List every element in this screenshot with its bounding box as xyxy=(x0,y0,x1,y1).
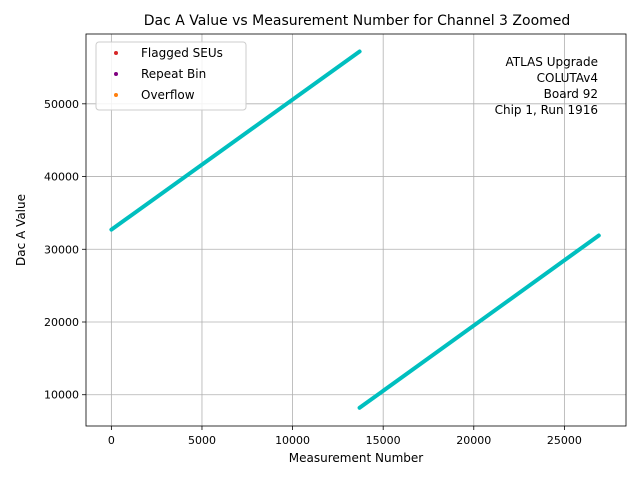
y-axis-ticks: 10000 20000 30000 40000 50000 xyxy=(44,98,86,402)
legend-label: Repeat Bin xyxy=(141,67,206,81)
legend-frame xyxy=(95,41,247,111)
series-0-segment-1 xyxy=(357,233,601,410)
data-layer xyxy=(109,49,601,410)
y-axis-label: Dac A Value xyxy=(14,194,28,266)
legend-marker xyxy=(114,51,118,55)
legend-marker xyxy=(114,93,118,97)
chart-legend: Flagged SEUs Repeat Bin Overflow xyxy=(95,41,247,111)
x-tick-label: 0 xyxy=(108,434,115,447)
chart-title: Dac A Value vs Measurement Number for Ch… xyxy=(144,13,571,29)
x-tick-label: 5000 xyxy=(188,434,216,447)
grid-layer xyxy=(86,34,626,426)
y-tick-label: 40000 xyxy=(44,171,79,184)
legend-label: Overflow xyxy=(141,88,195,102)
annotation-line: Board 92 xyxy=(544,87,598,101)
y-tick-label: 20000 xyxy=(44,316,79,329)
annotation-line: ATLAS Upgrade xyxy=(505,55,598,69)
legend-label: Flagged SEUs xyxy=(141,46,223,60)
y-tick-label: 30000 xyxy=(44,243,79,256)
x-axis-ticks: 0 5000 10000 15000 20000 25000 xyxy=(108,426,582,447)
annotation-line: Chip 1, Run 1916 xyxy=(495,103,598,117)
annotation-line: COLUTAv4 xyxy=(537,71,598,85)
plot-frame xyxy=(85,33,627,427)
y-tick-label: 50000 xyxy=(44,98,79,111)
x-tick-label: 10000 xyxy=(275,434,310,447)
x-tick-label: 25000 xyxy=(547,434,582,447)
series-0-segment-0 xyxy=(109,49,362,232)
x-tick-label: 20000 xyxy=(456,434,491,447)
x-tick-label: 15000 xyxy=(366,434,401,447)
x-axis-label: Measurement Number xyxy=(289,451,423,465)
legend-marker xyxy=(114,72,118,76)
chart-annotation: ATLAS Upgrade COLUTAv4 Board 92 Chip 1, Run… xyxy=(495,55,598,117)
y-tick-label: 10000 xyxy=(44,389,79,402)
